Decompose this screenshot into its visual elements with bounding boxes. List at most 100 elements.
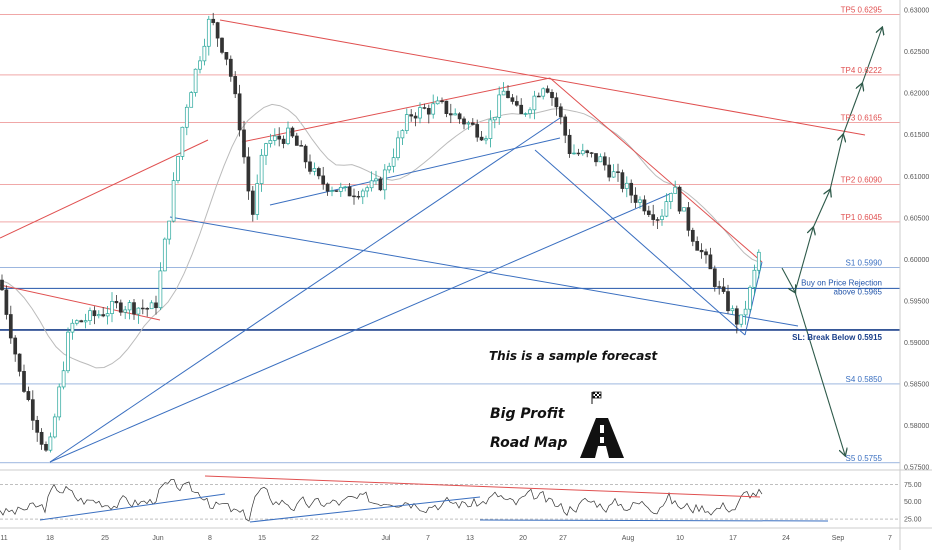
candle (448, 103, 453, 124)
candle-body (554, 97, 559, 108)
candle (294, 132, 299, 146)
candle (17, 353, 22, 377)
candle-body (730, 308, 735, 312)
candle-body (290, 127, 295, 137)
candle-body (572, 152, 576, 155)
candle (286, 121, 290, 146)
roadmap-title-line2: Road Map (490, 435, 567, 451)
candle-body (74, 320, 79, 324)
candle (730, 305, 735, 315)
candle (211, 12, 216, 26)
price-tick-8: 0.59000 (904, 340, 929, 347)
candle-body (589, 152, 594, 154)
candle (255, 174, 260, 220)
candle-body (668, 193, 673, 202)
candle-body (92, 310, 97, 317)
candle (264, 142, 268, 165)
candle-body (360, 190, 365, 198)
time-tick-1: 18 (46, 535, 54, 542)
candle-body (470, 122, 475, 125)
candle-body (400, 130, 405, 139)
candle (52, 413, 57, 439)
candle (277, 127, 282, 147)
candle-body (369, 180, 374, 189)
time-tick-8: 7 (426, 535, 430, 542)
candle (506, 85, 510, 99)
candle (655, 217, 660, 230)
forecast-arrow-4 (842, 84, 862, 136)
candle (158, 262, 163, 310)
candle (316, 166, 321, 180)
candle-body (611, 171, 616, 178)
candle (162, 237, 167, 272)
trend-line-7 (169, 216, 799, 327)
trend-line-9 (534, 149, 746, 336)
candle (488, 110, 493, 148)
candle-body (660, 215, 664, 220)
price-tick-6: 0.60000 (904, 257, 929, 264)
candle-body (594, 153, 598, 163)
candle (624, 176, 629, 198)
candle-body (202, 45, 207, 62)
candle-body (642, 199, 647, 212)
candle-body (466, 122, 471, 125)
candle-body (532, 95, 537, 111)
candle-body (695, 241, 700, 251)
candle (721, 278, 726, 294)
osc-trend-support-1 (39, 493, 226, 521)
candle (686, 201, 691, 237)
candle (88, 307, 92, 325)
candle (66, 327, 70, 374)
candle-body (457, 113, 462, 120)
candle-body (488, 119, 493, 139)
candle (202, 38, 207, 66)
candle (352, 188, 356, 205)
price-tick-9: 0.58500 (904, 381, 929, 388)
time-tick-2: 25 (101, 535, 109, 542)
candle (677, 185, 682, 215)
osc-tick-0: 75.00 (904, 482, 922, 489)
candle (572, 144, 576, 155)
candle-body (215, 22, 220, 39)
candle-body (396, 137, 400, 159)
time-tick-12: Aug (622, 535, 635, 542)
candle-body (334, 190, 339, 192)
level-label-5: S1 0.5990 (846, 259, 883, 268)
candle-body (492, 116, 497, 121)
candle-body (264, 143, 268, 156)
candle (382, 164, 387, 200)
candle-body (193, 68, 198, 93)
candle (532, 90, 537, 120)
candle-body (48, 436, 53, 451)
time-tick-9: 13 (466, 535, 474, 542)
forecast-arrow-6 (794, 291, 845, 455)
candle-body (448, 113, 453, 116)
candle (96, 310, 101, 319)
candle (26, 386, 31, 402)
candle (646, 205, 651, 218)
candle-body (303, 145, 308, 163)
candle (360, 188, 365, 205)
candle (44, 441, 48, 452)
candle (734, 305, 739, 334)
candle (154, 295, 158, 315)
candle-body (167, 220, 172, 240)
candle-body (281, 138, 286, 144)
candle-body (198, 60, 202, 70)
candle (400, 129, 405, 145)
candle (321, 166, 326, 190)
price-tick-1: 0.62500 (904, 49, 929, 56)
candle (22, 364, 26, 394)
candle-body (506, 90, 510, 99)
candle-body (246, 156, 251, 192)
candle-body (57, 386, 62, 418)
candle-body (624, 182, 629, 189)
candle (325, 182, 330, 196)
candle-body (242, 129, 246, 158)
candle (704, 248, 708, 264)
candle-body (501, 90, 506, 96)
candle-body (374, 178, 378, 182)
trend-line-5 (49, 117, 561, 463)
candle (466, 120, 471, 130)
